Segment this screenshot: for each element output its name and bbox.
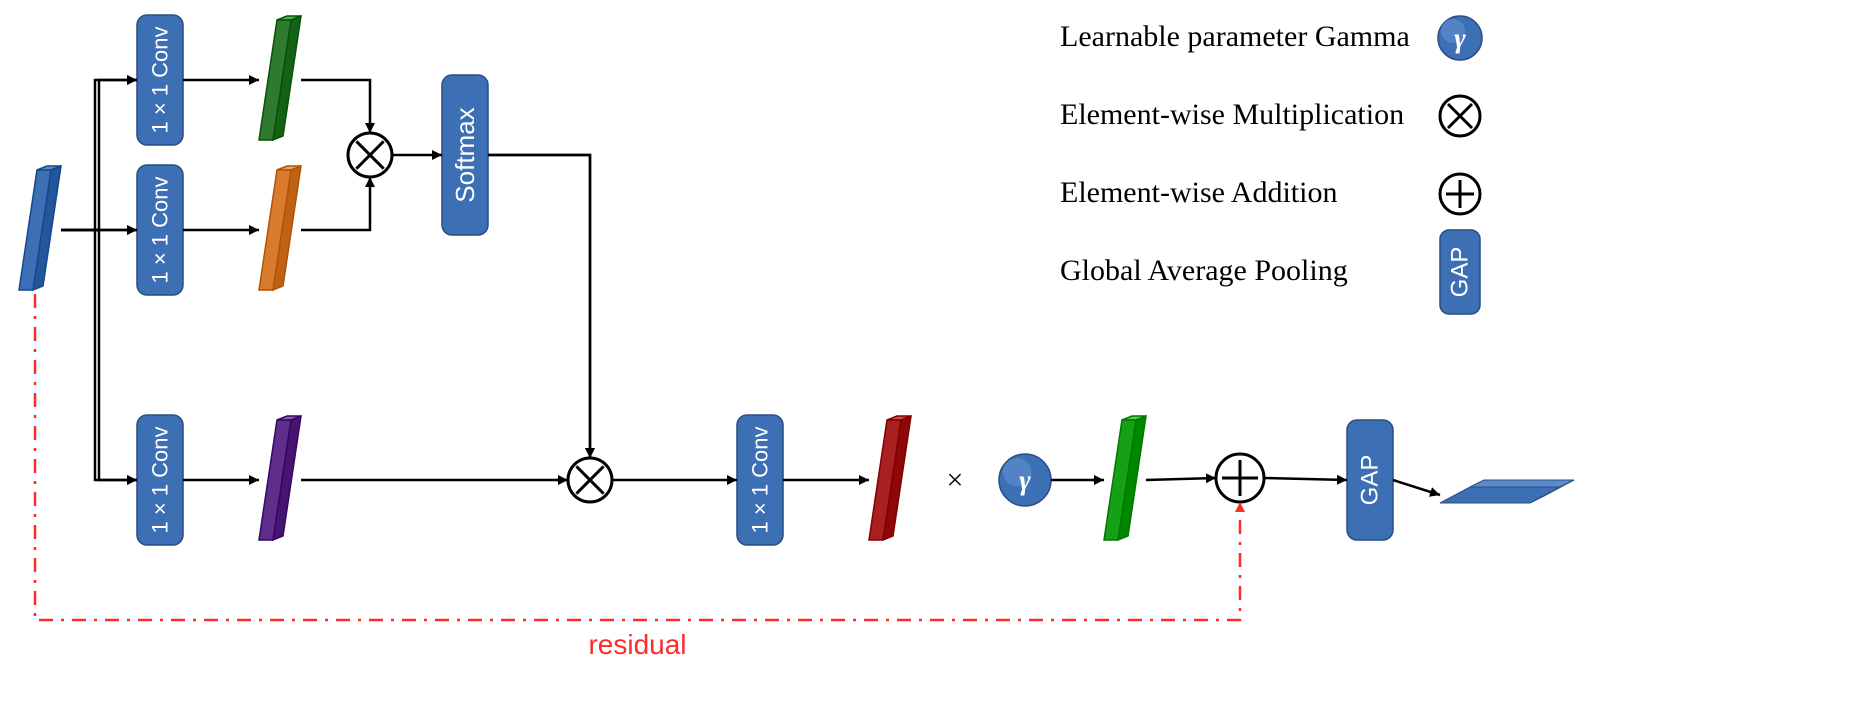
edge-softmax-mul2-clean: [488, 155, 590, 458]
legend-row-gap: Global Average Pooling GAP: [1060, 230, 1480, 314]
conv2: 1 × 1 Conv: [737, 415, 783, 545]
softmax: Softmax: [442, 75, 488, 235]
legend-row-otimes: Element-wise Multiplication: [1060, 96, 1480, 136]
edge-gapBox-output: [1393, 480, 1440, 495]
legend-label-otimes: Element-wise Multiplication: [1060, 98, 1404, 131]
edge-add-gapBox: [1264, 478, 1347, 480]
legend-label-oplus: Element-wise Addition: [1060, 176, 1337, 209]
slabRed: [869, 416, 911, 540]
edge-softmax-mul2: [488, 155, 590, 458]
softmax-label: Softmax: [450, 107, 480, 202]
convMid-label: 1 × 1 Conv: [148, 176, 173, 283]
gammaNode: γ: [999, 454, 1051, 506]
gapBox: GAP: [1347, 420, 1393, 540]
convMid: 1 × 1 Conv: [137, 165, 183, 295]
legend-row-gamma: Learnable parameter Gamma γ: [1060, 16, 1482, 60]
residual-label: residual: [588, 629, 686, 660]
mul2: [568, 458, 612, 502]
legend-label-gap: Global Average Pooling: [1060, 254, 1348, 287]
slabGreen2: [1104, 416, 1146, 540]
residual-edge: [35, 294, 1240, 620]
conv2-label: 1 × 1 Conv: [748, 426, 773, 533]
add: [1216, 454, 1264, 502]
edge-input-convBot: [61, 230, 137, 480]
legend-row-oplus: Element-wise Addition: [1060, 174, 1480, 214]
gapBox-label: GAP: [1357, 455, 1384, 506]
edge-input-convTop: [95, 80, 137, 230]
edge-input-convBot: [95, 230, 137, 480]
edge-slabOrange-mul1: [301, 177, 370, 230]
convTop-label: 1 × 1 Conv: [148, 26, 173, 133]
slabGreen: [259, 16, 301, 140]
svg-text:γ: γ: [1454, 24, 1466, 55]
output: [1440, 480, 1574, 503]
timesSym: ×: [947, 464, 964, 497]
edge-slabGreen-mul1: [301, 80, 370, 133]
convBot: 1 × 1 Conv: [137, 415, 183, 545]
input: [19, 166, 61, 290]
edge-slabGreen2-add: [1146, 478, 1216, 480]
slabPurple: [259, 416, 301, 540]
mul1: [348, 133, 392, 177]
legend-label-gamma: Learnable parameter Gamma: [1060, 20, 1410, 53]
svg-text:GAP: GAP: [1447, 247, 1474, 298]
slabOrange: [259, 166, 301, 290]
convTop: 1 × 1 Conv: [137, 15, 183, 145]
convBot-label: 1 × 1 Conv: [148, 426, 173, 533]
gammaNode-label: γ: [1019, 466, 1031, 497]
edge-input-convTop: [61, 80, 137, 230]
diagram-canvas: 1 × 1 Conv 1 × 1 Conv 1 × 1 Conv Softmax 1 ×…: [0, 0, 1860, 716]
